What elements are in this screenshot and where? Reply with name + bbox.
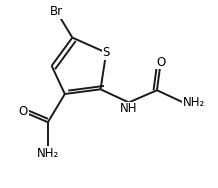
- Text: O: O: [19, 105, 28, 118]
- Text: Br: Br: [50, 5, 63, 18]
- Text: NH: NH: [120, 102, 138, 115]
- Text: S: S: [102, 46, 110, 59]
- Text: O: O: [156, 55, 165, 69]
- Text: NH₂: NH₂: [183, 96, 206, 109]
- Text: NH₂: NH₂: [37, 147, 59, 160]
